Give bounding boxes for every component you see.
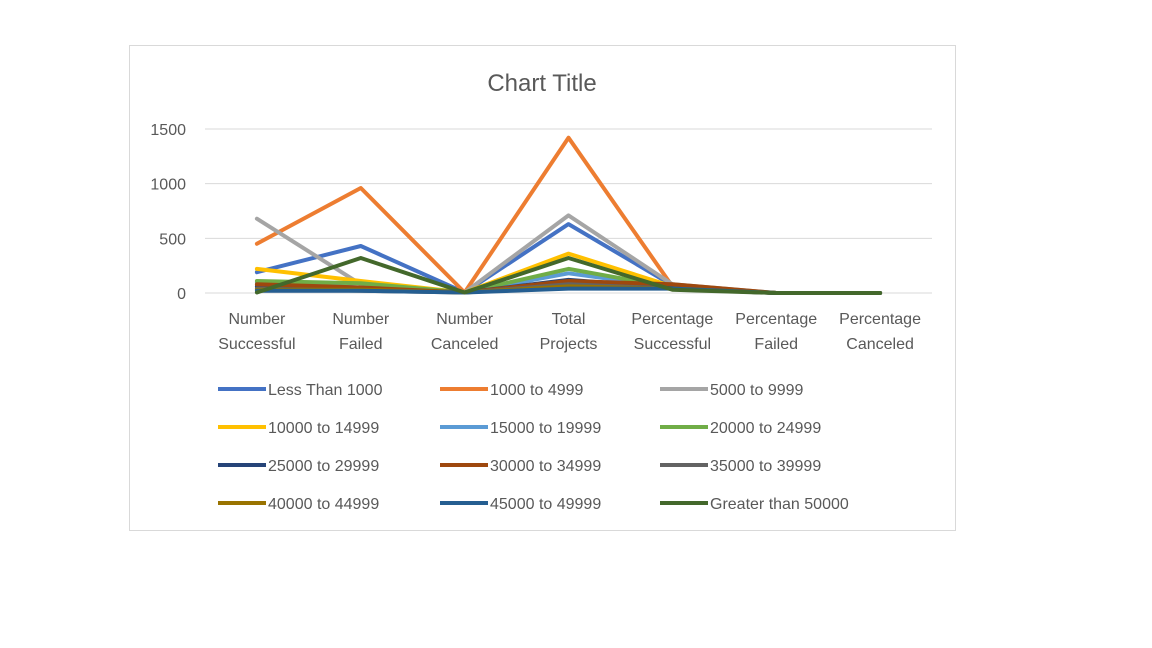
y-axis-ticks: 0 500 1000 1500	[150, 122, 186, 303]
x-tick-label: Percentage Failed	[735, 311, 817, 353]
x-tick-label: Number Failed	[332, 311, 390, 353]
line-chart: Chart Title 0 500 1000 1500 Number Successfu…	[150, 70, 932, 513]
y-tick-label: 1500	[150, 122, 186, 139]
y-tick-label: 500	[159, 231, 186, 248]
y-tick-label: 0	[177, 286, 186, 303]
legend-label: Greater than 50000	[710, 496, 849, 513]
x-tick-label: Percentage Successful	[631, 311, 713, 353]
x-axis-ticks: Number Successful Number Failed Number Cancel…	[218, 311, 921, 353]
series-lines	[254, 135, 883, 295]
chart-title: Chart Title	[487, 70, 596, 97]
legend-label: 10000 to 14999	[268, 420, 379, 437]
legend-label: 35000 to 39999	[710, 458, 821, 475]
legend-label: 15000 to 19999	[490, 420, 601, 437]
y-tick-label: 1000	[150, 177, 186, 194]
legend-label: 1000 to 4999	[490, 382, 584, 399]
legend-label: 30000 to 34999	[490, 458, 601, 475]
legend-label: 5000 to 9999	[710, 382, 804, 399]
x-tick-label: Percentage Canceled	[839, 311, 921, 353]
legend-label: 20000 to 24999	[710, 420, 821, 437]
series-line-12	[254, 256, 883, 295]
legend: Less Than 1000 1000 to 4999 5000 to 9999 10…	[218, 382, 849, 513]
legend-label: 25000 to 29999	[268, 458, 379, 475]
legend-label: 40000 to 44999	[268, 496, 379, 513]
chart-frame: Chart Title 0 500 1000 1500 Number Successfu…	[129, 45, 956, 531]
x-tick-label: Number Successful	[218, 311, 295, 353]
x-tick-label: Total Projects	[540, 311, 598, 353]
legend-label: 45000 to 49999	[490, 496, 601, 513]
x-tick-label: Number Canceled	[431, 311, 499, 353]
legend-label: Less Than 1000	[268, 382, 383, 399]
